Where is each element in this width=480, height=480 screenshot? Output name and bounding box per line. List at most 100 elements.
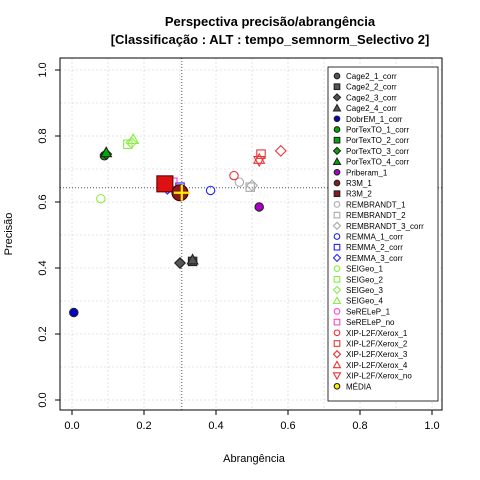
legend-entry-label: XIP-L2F/Xerox_3 xyxy=(346,350,408,359)
legend-entry-label: REMMA_3_corr xyxy=(346,254,403,263)
x-axis-label: Abrangência xyxy=(223,453,286,465)
legend-marker xyxy=(332,349,342,359)
x-tick-label: 0.6 xyxy=(280,420,295,432)
legend-entry-label: SEIGeo_1 xyxy=(346,265,383,274)
legend-marker xyxy=(333,318,341,326)
y-axis-label: Precisão xyxy=(3,213,15,256)
legend-marker xyxy=(333,243,341,251)
data-point xyxy=(96,193,106,204)
data-point xyxy=(186,253,199,265)
x-tick-label: 0.0 xyxy=(64,420,79,432)
legend-entry-label: PorTexTO_3_corr xyxy=(346,147,409,156)
legend-marker xyxy=(332,360,342,369)
legend-entry-label: REMBRANDT_1 xyxy=(346,200,406,209)
data-point xyxy=(253,156,266,168)
legend-marker xyxy=(332,103,342,112)
y-tick-label: 0.8 xyxy=(37,128,49,143)
legend-entry-label: REMBRANDT_2 xyxy=(346,211,406,220)
legend-marker xyxy=(332,372,342,381)
legend-entry-label: REMBRANDT_3_corr xyxy=(346,222,424,231)
legend-entry-label: SEIGeo_4 xyxy=(346,297,383,306)
legend-entry-label: DobrEM_1_corr xyxy=(346,115,403,124)
legend-entry-label: Cage2_2_corr xyxy=(346,83,397,92)
legend-marker xyxy=(333,265,341,272)
legend-entry-label: SEIGeo_3 xyxy=(346,286,383,295)
legend-marker xyxy=(332,93,342,102)
legend-entry-label: PorTexTO_4_corr xyxy=(346,158,409,167)
data-point xyxy=(274,144,287,157)
data-point xyxy=(256,149,266,159)
y-tick-label: 1.0 xyxy=(37,62,49,77)
x-tick-label: 0.2 xyxy=(136,420,151,432)
data-point xyxy=(254,202,264,212)
legend-entry-label: XIP-L2F/Xerox_2 xyxy=(346,340,408,349)
legend-marker xyxy=(333,308,341,315)
chart-title: Perspectiva precisão/abrangência xyxy=(165,14,376,29)
legend-box xyxy=(327,66,439,402)
y-tick-label: 0.0 xyxy=(37,392,49,407)
legend-marker xyxy=(333,190,341,198)
data-point xyxy=(234,177,245,187)
legend-marker xyxy=(333,179,341,187)
legend-entry-label: MÉDIA xyxy=(346,382,372,391)
legend-marker xyxy=(332,253,342,263)
legend-marker xyxy=(333,211,341,219)
legend-marker xyxy=(333,275,341,283)
legend-entry-label: Cage2_3_corr xyxy=(346,93,397,102)
legend-marker xyxy=(333,72,341,80)
plot-frame xyxy=(59,57,443,411)
legend-entry-label: PorTexTO_2_corr xyxy=(346,136,409,145)
legend-entry-label: SeRELeP_1 xyxy=(346,307,391,316)
data-point xyxy=(229,170,239,181)
legend-marker xyxy=(333,168,341,176)
legend-marker xyxy=(332,285,342,295)
legend-entry-label: SEIGeo_2 xyxy=(346,275,383,284)
data-point xyxy=(100,146,113,158)
legend-entry-label: Cage2_1_corr xyxy=(346,72,397,81)
legend-marker xyxy=(333,83,341,91)
legend-entry-label: R3M_1 xyxy=(346,179,372,188)
highlight-point xyxy=(156,175,174,193)
legend-marker xyxy=(333,340,341,347)
legend-entry-label: XIP-L2F/Xerox_no xyxy=(346,372,412,381)
data-point xyxy=(123,139,133,150)
x-tick-label: 0.8 xyxy=(352,420,367,432)
data-point xyxy=(253,152,266,164)
x-tick-label: 1.0 xyxy=(424,420,439,432)
legend-marker xyxy=(332,296,342,305)
legend-entry-label: XIP-L2F/Xerox_1 xyxy=(346,329,408,338)
legend-marker xyxy=(333,382,341,390)
legend-marker xyxy=(333,115,341,123)
legend-marker xyxy=(332,156,342,165)
legend-entry-label: REMMA_1_corr xyxy=(346,233,403,242)
legend-entry-label: R3M_2 xyxy=(346,190,372,199)
legend-entry-label: XIP-L2F/Xerox_4 xyxy=(346,361,408,370)
data-points xyxy=(69,132,287,318)
legend-marker xyxy=(333,233,341,240)
axes: 0.0 0.2 0.4 0.6 0.8 1.0 0.0 0.2 0.4 0.6 0.8 1.0 xyxy=(37,62,440,432)
legend-marker xyxy=(333,136,341,144)
data-point xyxy=(245,182,255,192)
y-tick-label: 0.2 xyxy=(37,326,49,341)
legend-marker xyxy=(332,221,342,231)
data-point xyxy=(245,179,259,192)
data-point xyxy=(127,132,140,145)
chart-subtitle: [Classificação : ALT : tempo_semnorm_Sel… xyxy=(111,32,430,47)
legend-marker xyxy=(332,146,342,156)
data-point xyxy=(205,185,216,196)
legend-entry-label: Priberam_1 xyxy=(346,168,388,177)
data-point xyxy=(125,136,138,149)
y-tick-label: 0.4 xyxy=(37,260,49,275)
legend-marker xyxy=(333,329,341,337)
legend-entry-label: Cage2_4_corr xyxy=(346,104,397,113)
highlight-point xyxy=(173,184,190,201)
legend-entry-label: REMMA_2_corr xyxy=(346,243,403,252)
legend-marker xyxy=(333,201,341,208)
y-tick-label: 0.6 xyxy=(37,194,49,209)
data-point xyxy=(173,257,187,270)
data-point xyxy=(69,307,79,318)
x-tick-label: 0.4 xyxy=(208,420,223,432)
legend-marker xyxy=(333,126,341,133)
